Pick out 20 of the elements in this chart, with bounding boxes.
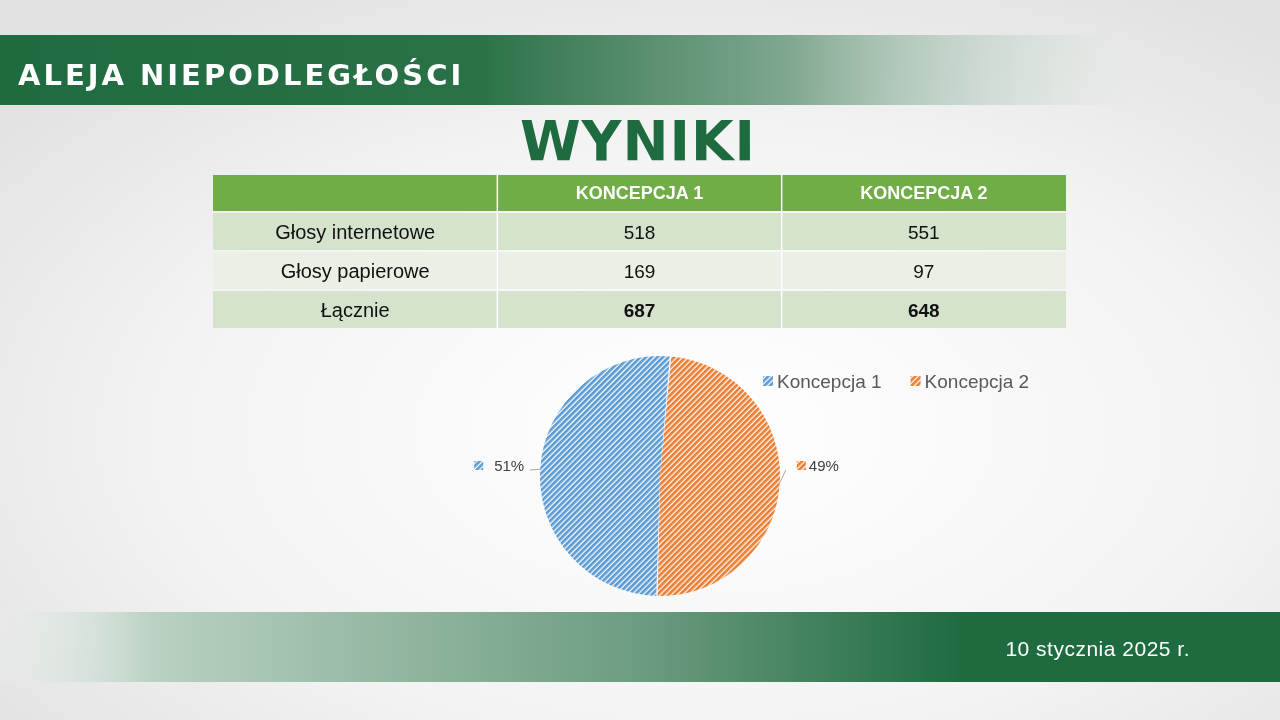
category-label: KONCEPCJA 1 <box>575 183 704 203</box>
series-label: Głosy papierowe <box>280 259 430 282</box>
category-label: KONCEPCJA 2 <box>860 183 988 203</box>
pie-slice <box>540 356 670 596</box>
legend-label: Koncepcja 2 <box>924 371 1030 392</box>
data-label: 551 <box>907 221 940 243</box>
data-label: 97 <box>913 260 935 282</box>
data-label: 169 <box>623 260 656 282</box>
data-label: 49% <box>808 457 839 474</box>
series-label: Łącznie <box>320 298 390 321</box>
data-label: 648 <box>907 299 940 321</box>
text: ALEJA NIEPODLEGŁOŚCI <box>18 58 465 92</box>
data-label: 687 <box>623 299 656 321</box>
text: 10 stycznia 2025 r. <box>1005 637 1190 660</box>
data-label: 518 <box>623 221 656 243</box>
text: WYNIKI <box>519 109 757 173</box>
legend-label: Koncepcja 1 <box>777 371 882 392</box>
pie-slice <box>657 356 780 596</box>
series-label: Głosy internetowe <box>275 220 436 243</box>
data-label: 51% <box>494 457 525 474</box>
